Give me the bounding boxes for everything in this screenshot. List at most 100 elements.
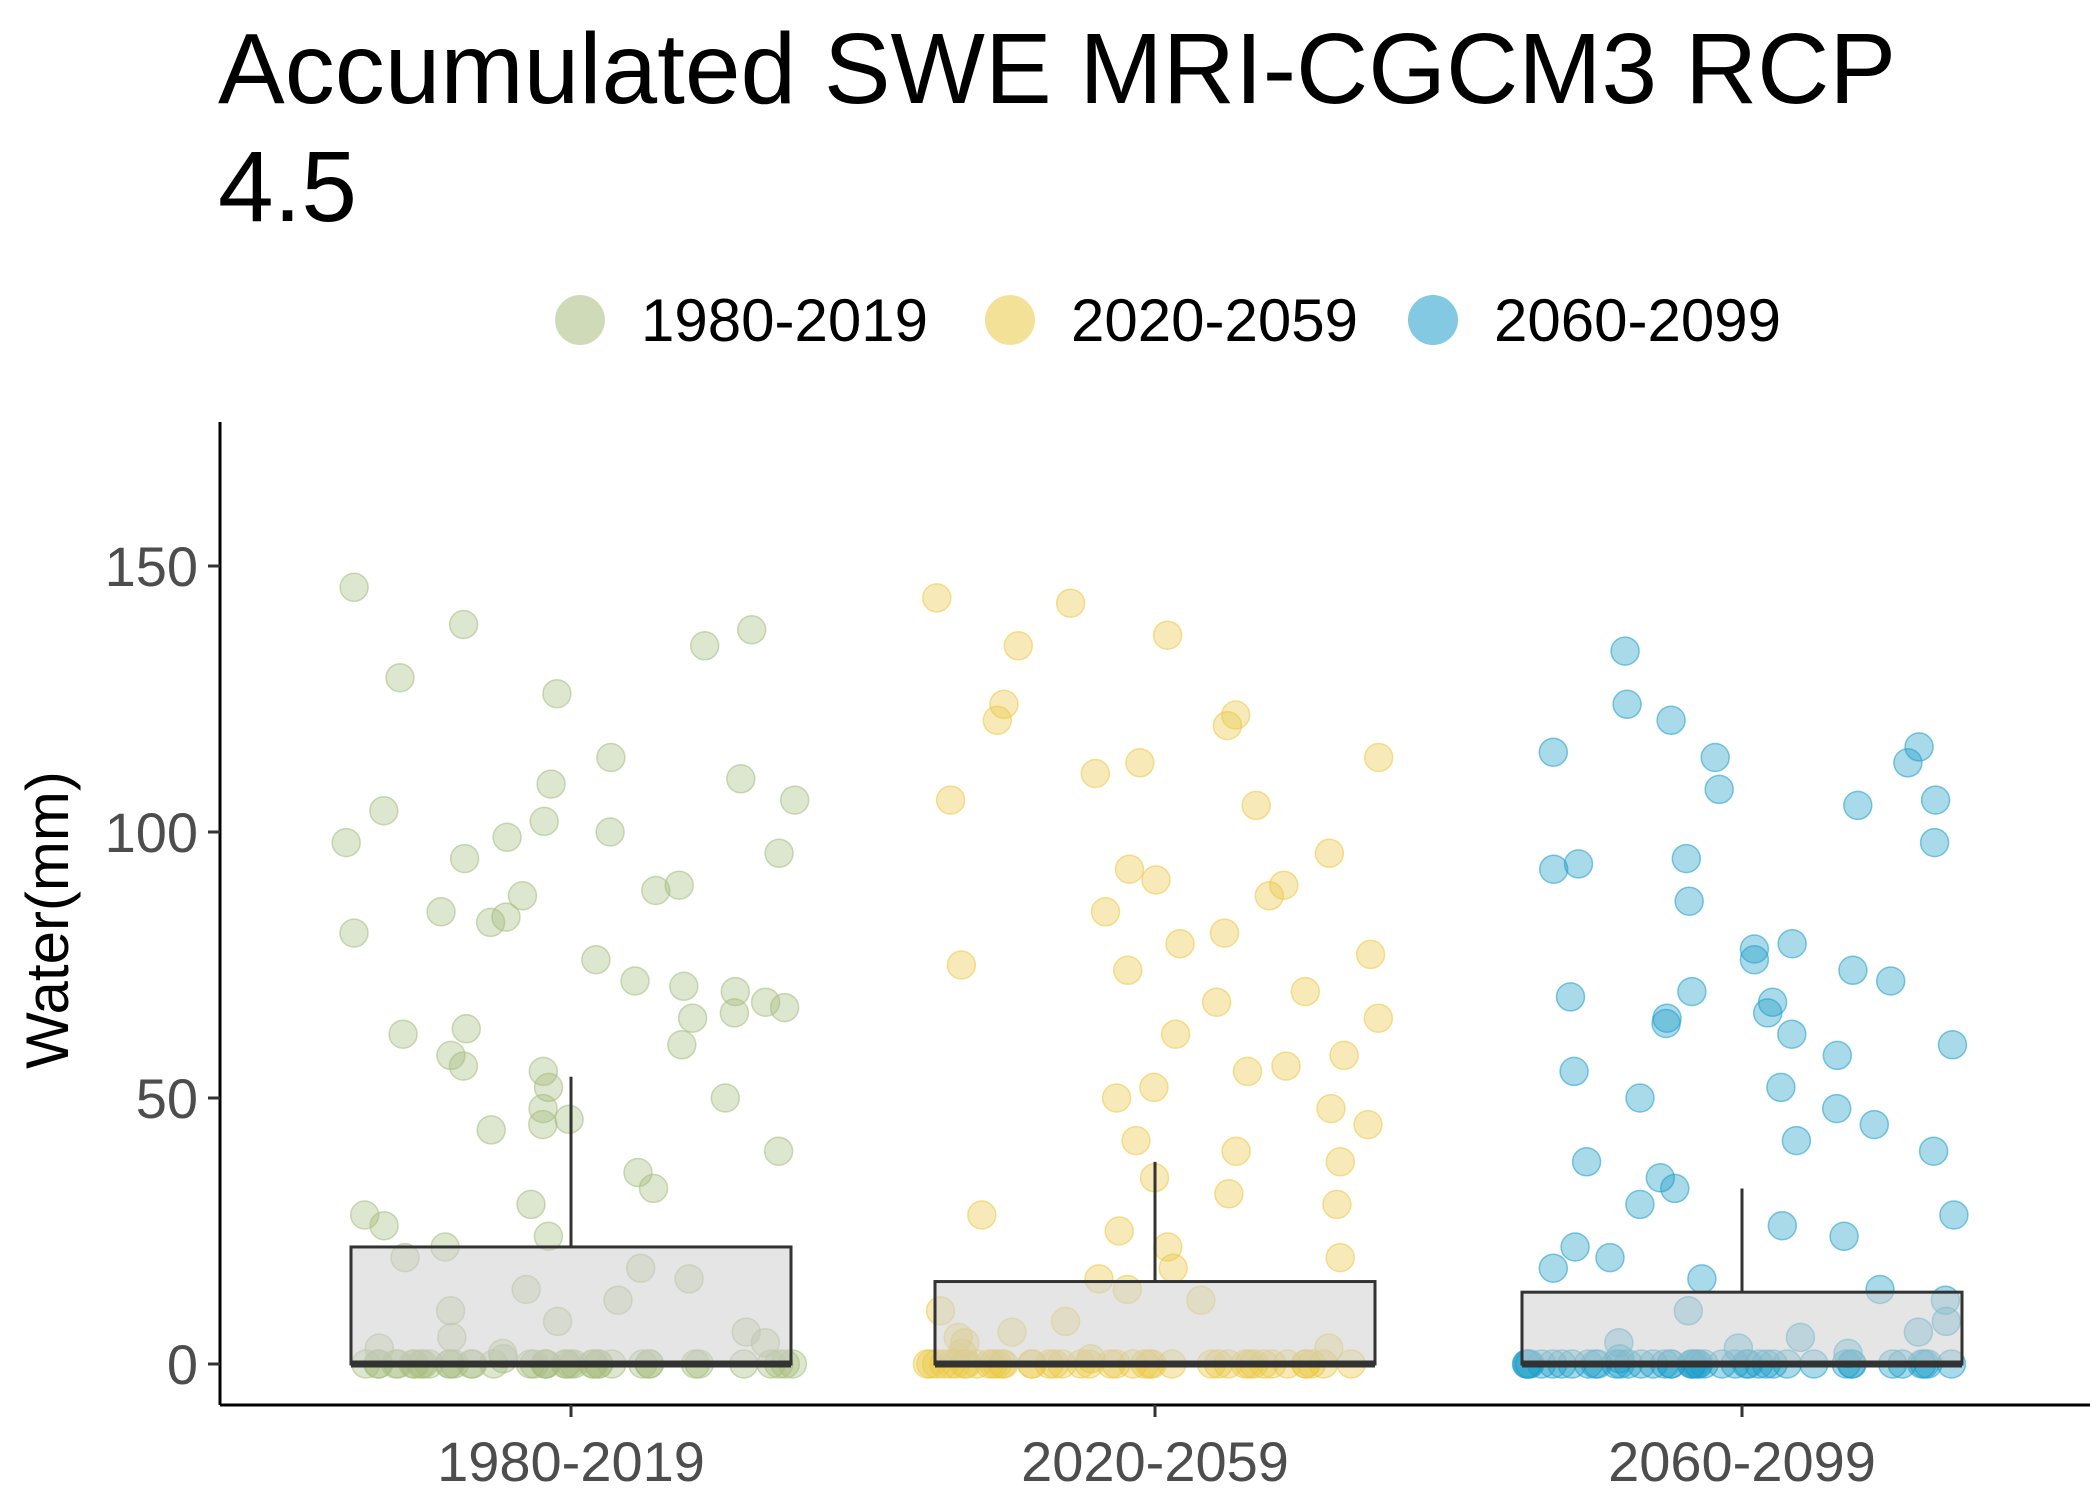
point-0-99 bbox=[542, 678, 572, 709]
point-0-87 bbox=[664, 870, 694, 900]
point-1-77 bbox=[1355, 939, 1386, 970]
point-0-85 bbox=[507, 881, 538, 911]
y-tick-label-0: 0 bbox=[167, 1333, 198, 1396]
point-1-95 bbox=[1003, 631, 1034, 661]
point-0-63 bbox=[554, 1104, 584, 1135]
box-0 bbox=[349, 1245, 793, 1366]
point-2-60 bbox=[1625, 1189, 1655, 1220]
point-1-73 bbox=[1201, 987, 1232, 1017]
point-1-75 bbox=[1113, 955, 1143, 986]
point-1-81 bbox=[1254, 881, 1285, 911]
point-0-83 bbox=[491, 902, 521, 932]
point-2-58 bbox=[1767, 1210, 1798, 1241]
point-2-72 bbox=[1937, 1030, 1968, 1060]
point-2-55 bbox=[1595, 1242, 1625, 1273]
point-1-97 bbox=[1055, 588, 1086, 618]
y-tick-label-2: 100 bbox=[105, 801, 198, 864]
point-0-70 bbox=[667, 1030, 697, 1060]
point-2-53 bbox=[1687, 1264, 1717, 1294]
point-1-89 bbox=[1125, 748, 1155, 778]
point-2-97 bbox=[1656, 705, 1686, 736]
point-1-74 bbox=[1290, 976, 1321, 1007]
legend: 1980-2019 2020-2059 2060-2099 bbox=[0, 285, 2100, 355]
point-2-89 bbox=[1919, 827, 1950, 858]
point-1-90 bbox=[1363, 742, 1394, 773]
point-1-66 bbox=[1101, 1083, 1132, 1113]
point-0-68 bbox=[448, 1051, 479, 1081]
point-2-83 bbox=[1739, 934, 1770, 964]
point-1-59 bbox=[1214, 1179, 1244, 1209]
point-0-57 bbox=[516, 1189, 546, 1220]
point-2-93 bbox=[1893, 748, 1923, 778]
point-2-81 bbox=[1838, 955, 1868, 986]
point-1-76 bbox=[946, 950, 977, 980]
point-2-59 bbox=[1939, 1200, 1969, 1230]
point-0-76 bbox=[750, 987, 781, 1017]
point-2-70 bbox=[1559, 1056, 1589, 1087]
point-2-69 bbox=[1766, 1072, 1796, 1103]
point-0-80 bbox=[581, 944, 611, 975]
point-1-87 bbox=[935, 785, 966, 815]
point-1-78 bbox=[1165, 928, 1195, 959]
point-2-61 bbox=[1660, 1173, 1690, 1204]
point-0-58 bbox=[638, 1173, 669, 1204]
point-2-96 bbox=[1904, 732, 1934, 762]
legend-dot-2020-2059 bbox=[985, 295, 1035, 345]
point-1-63 bbox=[1121, 1125, 1151, 1156]
point-0-93 bbox=[529, 806, 559, 837]
x-tick-label-2: 2060-2099 bbox=[1608, 1430, 1876, 1493]
point-1-71 bbox=[1160, 1019, 1191, 1049]
point-1-80 bbox=[1090, 897, 1121, 927]
point-2-75 bbox=[1652, 1003, 1682, 1033]
point-0-78 bbox=[669, 971, 699, 1002]
point-1-96 bbox=[1152, 620, 1183, 650]
point-0-75 bbox=[769, 992, 800, 1023]
point-2-71 bbox=[1822, 1040, 1853, 1071]
point-2-63 bbox=[1571, 1147, 1602, 1177]
point-0-94 bbox=[369, 795, 399, 826]
point-2-99 bbox=[1610, 636, 1640, 666]
point-0-65 bbox=[710, 1083, 741, 1113]
point-0-55 bbox=[369, 1210, 399, 1241]
point-0-97 bbox=[726, 764, 756, 794]
point-0-67 bbox=[528, 1056, 559, 1087]
point-2-85 bbox=[1674, 886, 1704, 916]
point-2-94 bbox=[1700, 742, 1730, 773]
legend-item-2020-2059: 2020-2059 bbox=[985, 285, 1358, 355]
point-0-71 bbox=[388, 1019, 418, 1049]
x-tick-label-0: 1980-2019 bbox=[437, 1430, 705, 1493]
point-2-66 bbox=[1859, 1109, 1890, 1140]
point-0-90 bbox=[331, 827, 361, 858]
box-1 bbox=[933, 1280, 1377, 1366]
point-2-78 bbox=[1555, 982, 1586, 1012]
point-0-96 bbox=[536, 769, 566, 799]
legend-dot-1980-2019 bbox=[555, 295, 605, 345]
point-1-88 bbox=[1080, 758, 1111, 789]
x-tick-label-1: 2020-2059 bbox=[1021, 1430, 1289, 1493]
point-1-65 bbox=[1316, 1093, 1346, 1124]
point-1-79 bbox=[1209, 918, 1240, 948]
point-2-92 bbox=[1704, 774, 1734, 805]
point-1-82 bbox=[1269, 870, 1299, 900]
point-2-82 bbox=[1739, 944, 1770, 975]
point-1-58 bbox=[1322, 1189, 1352, 1220]
point-2-91 bbox=[1920, 785, 1951, 815]
point-1-56 bbox=[1104, 1216, 1134, 1246]
box-layer bbox=[349, 1076, 1964, 1368]
point-0-101 bbox=[689, 631, 720, 661]
point-0-69 bbox=[436, 1040, 466, 1071]
legend-label-2060-2099: 2060-2099 bbox=[1494, 286, 1781, 354]
point-0-82 bbox=[475, 907, 506, 938]
point-1-84 bbox=[1114, 854, 1145, 884]
point-1-72 bbox=[1363, 1003, 1394, 1033]
point-2-54 bbox=[1538, 1253, 1569, 1283]
point-1-55 bbox=[1153, 1232, 1183, 1262]
point-2-84 bbox=[1777, 928, 1807, 959]
point-0-66 bbox=[533, 1072, 564, 1103]
point-1-83 bbox=[1141, 865, 1171, 895]
point-0-91 bbox=[492, 822, 522, 853]
point-1-54 bbox=[1325, 1242, 1355, 1273]
point-2-67 bbox=[1821, 1093, 1852, 1124]
point-0-86 bbox=[641, 875, 671, 906]
